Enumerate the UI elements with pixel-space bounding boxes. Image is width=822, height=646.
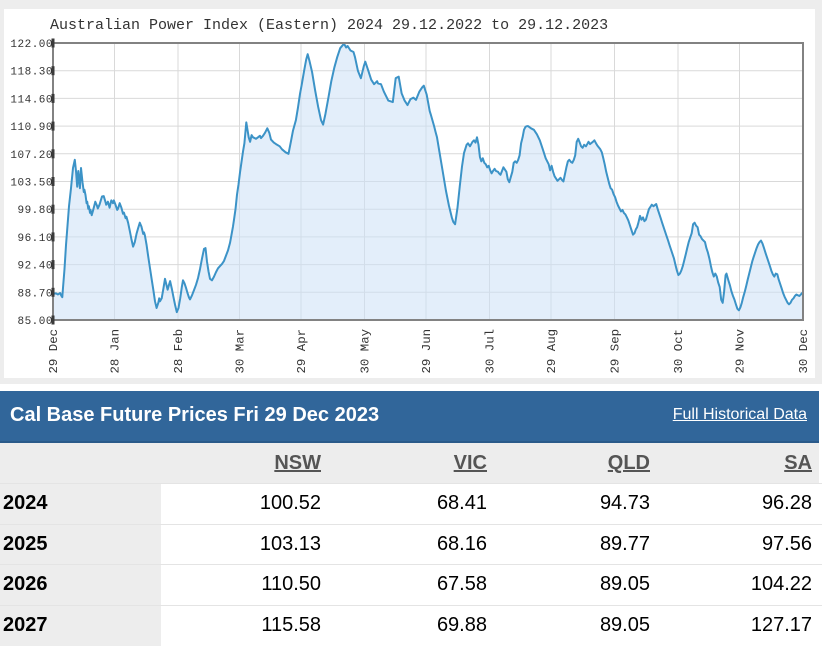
svg-text:99.80: 99.80 [17, 205, 53, 217]
svg-text:88.70: 88.70 [17, 288, 53, 300]
svg-text:114.60: 114.60 [10, 94, 53, 106]
svg-text:92.40: 92.40 [17, 261, 53, 273]
svg-text:28 Feb: 28 Feb [172, 329, 186, 374]
svg-text:29 Sep: 29 Sep [609, 329, 623, 374]
svg-text:29 Apr: 29 Apr [295, 329, 309, 374]
svg-text:96.10: 96.10 [17, 233, 53, 245]
svg-text:30 Oct: 30 Oct [672, 329, 686, 374]
svg-text:29 Nov: 29 Nov [734, 328, 748, 373]
svg-text:122.00: 122.00 [10, 39, 53, 51]
svg-text:30 Dec: 30 Dec [797, 329, 811, 374]
svg-text:29 Jun: 29 Jun [420, 329, 434, 374]
svg-text:103.50: 103.50 [10, 178, 53, 190]
svg-text:30 Jul: 30 Jul [484, 329, 498, 374]
svg-text:30 Mar: 30 Mar [234, 329, 248, 374]
svg-text:29 Dec: 29 Dec [47, 329, 61, 374]
svg-text:118.30: 118.30 [10, 67, 53, 79]
svg-text:Australian Power Index (Easter: Australian Power Index (Eastern) 2024 29… [50, 17, 608, 34]
svg-text:28 Jan: 28 Jan [109, 329, 123, 374]
svg-text:107.20: 107.20 [10, 150, 53, 162]
svg-text:30 May: 30 May [359, 328, 373, 373]
svg-text:110.90: 110.90 [10, 122, 53, 134]
svg-text:29 Aug: 29 Aug [545, 329, 559, 374]
svg-text:85.00: 85.00 [17, 316, 53, 328]
